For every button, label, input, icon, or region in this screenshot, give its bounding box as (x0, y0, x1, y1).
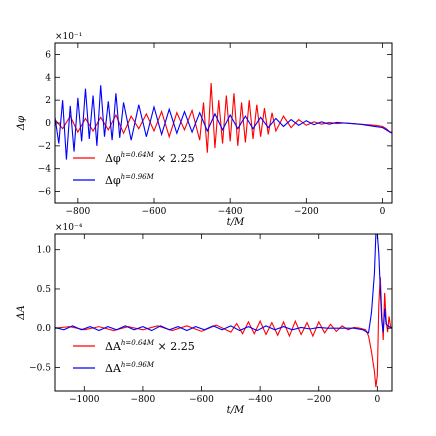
bottom-y-exponent: ×10⁻⁴ (55, 223, 83, 233)
top-legend-entry-0: Δφh=0.64M × 2.25 (105, 151, 195, 165)
top-xtick-label: −600 (142, 207, 167, 217)
bottom-ytick-label: 0.5 (37, 285, 52, 295)
bottom-xtick-label: 0 (374, 395, 380, 405)
top-ytick-label: −2 (38, 142, 51, 152)
top-xtick-label: −200 (294, 207, 319, 217)
top-series-0-line (55, 82, 392, 153)
top-ytick-label: 2 (45, 96, 51, 106)
bottom-legend-entry-0: ΔAh=0.64M × 2.25 (105, 339, 195, 353)
bottom-y-axis-label: ΔA (16, 305, 27, 320)
bottom-xtick-label: −400 (248, 395, 273, 405)
bottom-xtick-label: −1000 (69, 395, 100, 405)
bottom-xtick-label: −600 (189, 395, 214, 405)
top-xtick-label: −800 (65, 207, 90, 217)
top-xtick-label: 0 (380, 207, 386, 217)
bottom-ytick-label: −0.5 (29, 363, 51, 373)
top-series-1-line (55, 85, 392, 160)
top-ytick-label: 6 (45, 50, 51, 60)
top-y-exponent: ×10⁻¹ (55, 32, 82, 42)
top-y-axis-label: Δφ (16, 116, 27, 131)
top-ytick-label: 4 (45, 73, 51, 83)
top-x-axis-label: t/M (227, 217, 245, 228)
bottom-ytick-label: 1.0 (37, 246, 52, 256)
bottom-plot-frame (54, 233, 393, 392)
top-xtick-label: −400 (218, 207, 243, 217)
top-legend-entry-1: Δφh=0.96M (105, 173, 155, 187)
bottom-legend-entry-1: ΔAh=0.96M (105, 361, 155, 375)
bottom-xtick-label: −200 (306, 395, 331, 405)
top-panel: −800 −600 −400 −200 0 −6 −4 −2 0 2 4 6 ×10⁻¹ t/M Δφ Δφh… (16, 32, 393, 228)
bottom-ytick-label: 0.0 (37, 324, 52, 334)
bottom-series-1-line (55, 234, 392, 334)
top-ytick-label: −6 (38, 188, 52, 198)
bottom-xtick-label: −800 (131, 395, 156, 405)
bottom-x-axis-label: t/M (227, 405, 245, 416)
bottom-panel: −1000 −800 −600 −400 −200 0 −0.5 0.0 0.5 1.0 ×10⁻⁴… (16, 223, 393, 416)
top-ytick-label: 0 (45, 119, 51, 129)
top-ytick-label: −4 (38, 165, 52, 175)
